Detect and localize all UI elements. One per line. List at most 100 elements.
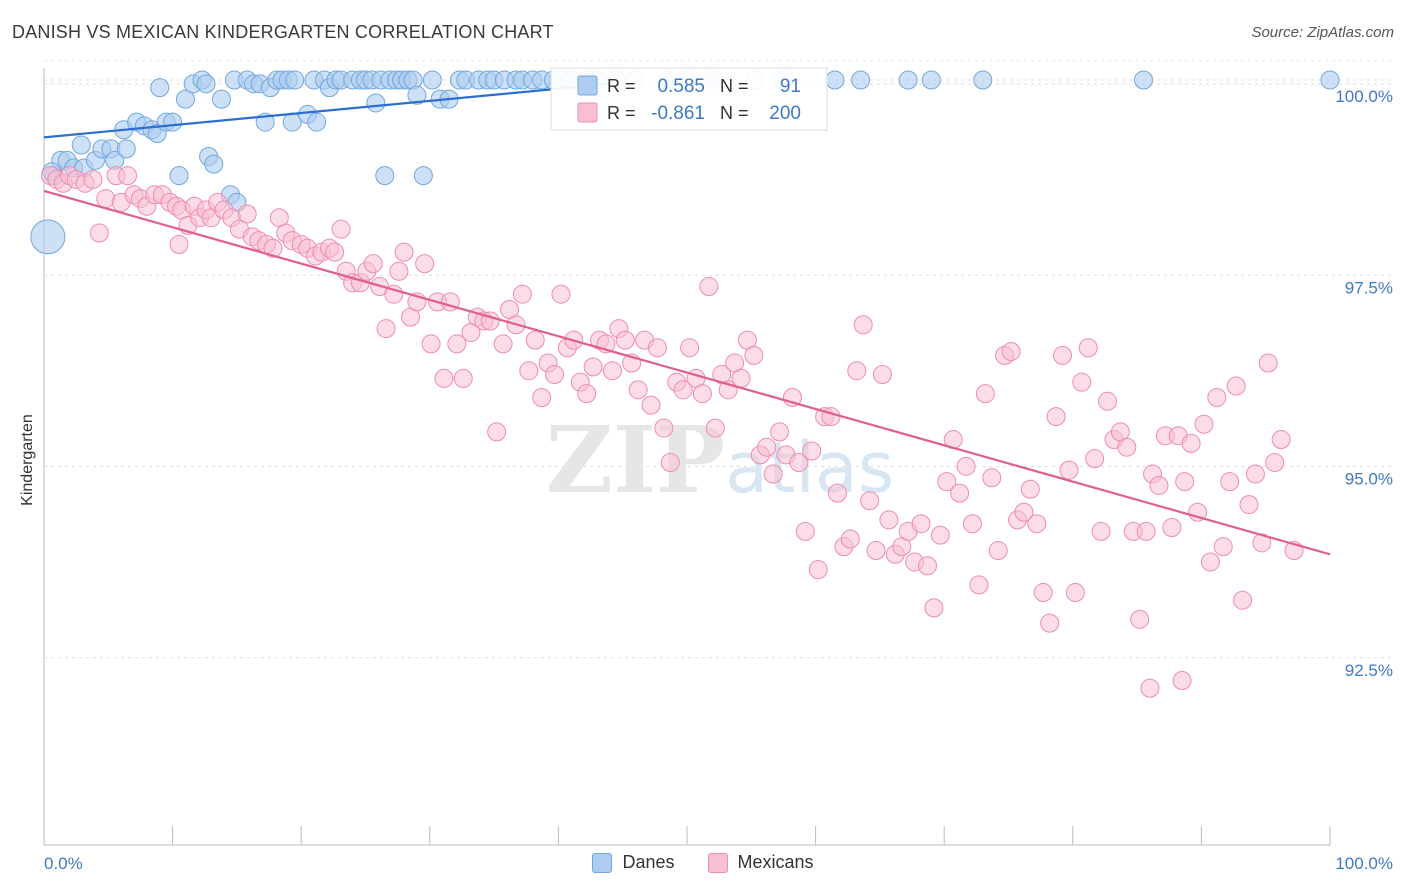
mexicans-point [237,204,257,224]
danes-swatch [592,852,613,873]
y-tick-label: 100.0% [1335,87,1393,106]
legend-label-mexicans: Mexicans [737,852,814,872]
mexicans-point [1149,475,1169,495]
n-value: 91 [780,76,801,97]
mexicans-swatch [707,852,728,873]
mexicans-point [641,395,661,415]
danes-point [175,89,195,109]
n-label: N = [720,103,749,123]
mexicans-point [493,334,513,354]
mexicans-point [263,238,283,258]
mexicans-point [969,575,989,595]
mexicans-point [840,529,860,549]
danes-point [285,70,305,90]
series-legend: Danes Mexicans [0,852,1406,878]
danes-point [116,139,136,159]
mexicans-point [118,166,138,186]
mexicans-point [660,453,680,472]
mexicans-point [1162,518,1182,538]
mexicans-point [1213,537,1233,557]
mexicans-point [583,357,603,377]
danes-point [163,112,183,132]
mexicans-point [673,380,693,400]
danes-point [211,89,231,109]
mexicans-point [866,540,886,560]
danes-point [413,166,433,186]
danes-point [30,219,66,255]
mexicans-point [384,284,404,304]
mexicans-point [1014,502,1034,522]
danes-point [973,70,993,90]
mexicans-point [1027,514,1047,534]
mexicans-point [1245,464,1265,484]
danes-point [375,166,395,186]
mexicans-point [1200,552,1220,572]
mexicans-point [1271,430,1291,450]
x-tick-label: 100.0% [1335,854,1393,873]
mexicans-point [692,384,712,404]
mexicans-point [1194,414,1214,434]
gridlines [44,60,1395,659]
danes-point [1320,70,1340,90]
mexicans-trend-line [43,189,1331,556]
mexicans-point [602,361,622,381]
danes-point [1134,70,1154,90]
mexicans-point [937,472,957,492]
danes-trend-line [43,82,610,139]
mexicans-point [1078,338,1098,358]
legend-item-danes[interactable]: Danes [592,852,674,873]
mexicans-point [930,525,950,545]
mexicans-point [1136,521,1156,541]
mexicans-point [545,365,565,385]
mexicans-point [1220,472,1240,492]
r-value: 0.585 [657,76,705,97]
mexicans-point [1258,353,1278,373]
mexicans-point [83,169,103,189]
mexicans-point [699,277,719,297]
mexicans-point [911,514,931,534]
legend-item-mexicans[interactable]: Mexicans [707,852,814,873]
danes-point [150,78,170,98]
mexicans-point [331,219,351,239]
mexicans-point [325,242,345,262]
mexicans-point [1001,342,1021,362]
danes-point [825,70,845,90]
mexicans-point [1140,678,1160,698]
mexicans-point [512,284,532,304]
mexicans-point [487,422,507,442]
mexicans-point [1265,453,1285,472]
mexicans-point [770,422,790,442]
mexicans-point [389,261,409,281]
danes-point [71,135,91,155]
mexicans-point [525,330,545,350]
mexicans-point [1085,449,1105,469]
source-label: Source: ZipAtlas.com [1251,24,1394,41]
mexicans-point [1252,533,1272,553]
y-tick-label: 97.5% [1345,278,1393,297]
mexicans-point [169,234,189,254]
mexicans-point [975,384,995,404]
mexicans-point [1020,479,1040,499]
danes-point [921,70,941,90]
mexicans-point [1175,472,1195,492]
mexicans-point [795,521,815,541]
mexicans-point [453,368,473,388]
tick-labels: 100.0% 97.5% 95.0% 92.5% 0.0% 100.0% [44,87,1393,873]
mexicans-point [615,330,635,350]
mexicans-point [744,345,764,365]
danes-point [366,93,386,113]
mexicans-point [647,338,667,358]
mexicans-point [1033,583,1053,603]
danes-point [422,70,442,90]
mexicans-point [1239,495,1259,515]
trend-lines [43,82,1331,556]
n-label: N = [720,76,749,96]
mexicans-point [827,483,847,503]
mexicans-point [1172,671,1192,691]
x-tick-label: 0.0% [44,854,83,873]
danes-point [851,70,871,90]
chart-title: DANISH VS MEXICAN KINDERGARTEN CORRELATI… [12,22,554,42]
mexicans-point [847,361,867,381]
danes-point [898,70,918,90]
